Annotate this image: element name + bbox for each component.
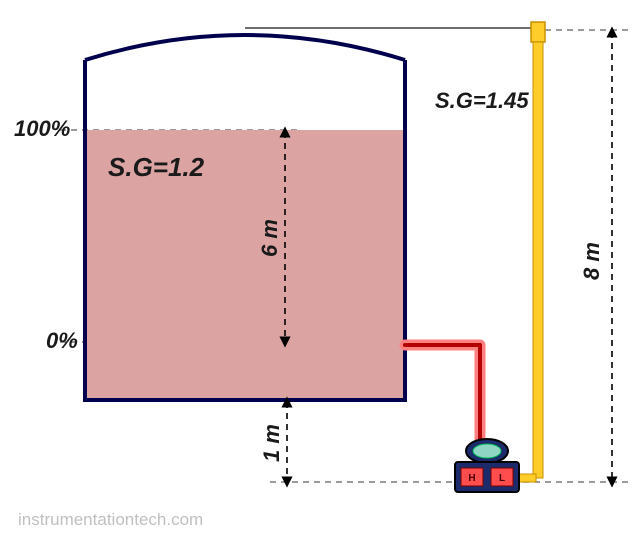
watermark: instrumentationtech.com	[18, 510, 203, 530]
lp-label: L	[499, 473, 505, 484]
text-8m: 8 m	[579, 231, 605, 291]
diagram-canvas: H L	[0, 0, 637, 538]
text-6m: 6 m	[257, 208, 283, 268]
label-0pct: 0%	[46, 328, 78, 354]
hp-label: H	[468, 473, 475, 484]
dp-transmitter: H L	[455, 439, 519, 492]
label-sg-liquid: S.G=1.2	[108, 152, 204, 183]
label-sg-fill: S.G=1.45	[435, 88, 529, 114]
text-1m: 1 m	[259, 413, 285, 473]
tank	[85, 35, 405, 400]
label-100pct: 100%	[14, 116, 70, 142]
